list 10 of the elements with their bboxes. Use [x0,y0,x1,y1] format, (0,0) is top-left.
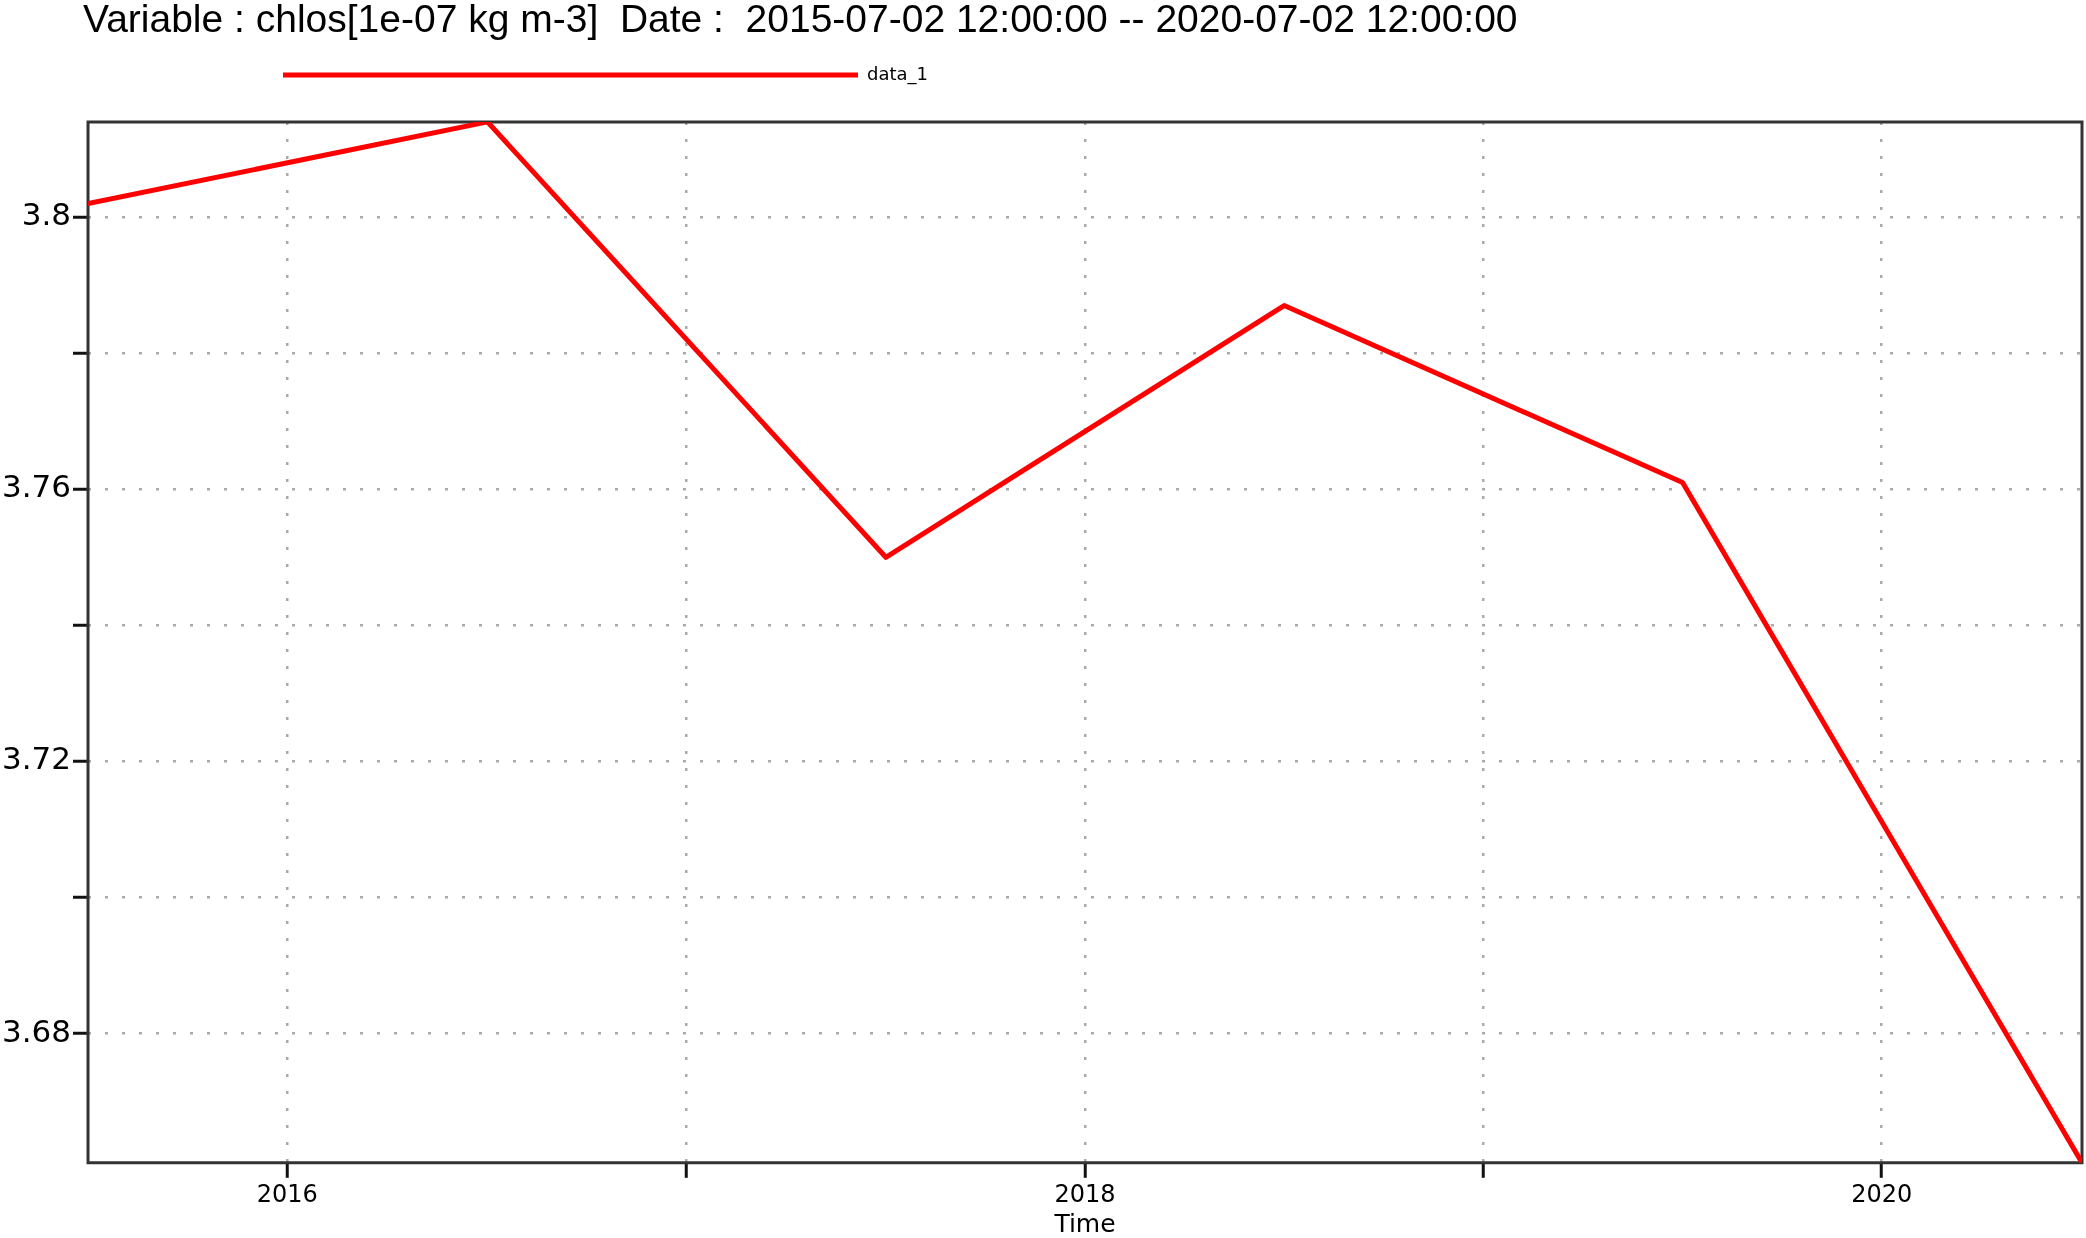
y-tick-label: 3.72 [1,740,72,777]
x-tick-label: 2016 [256,1179,318,1208]
chart-title: Variable : chlos[1e-07 kg m-3] Date : 2015-07-02 12:00:00 -- 2020-07-02 12:00:00 [83,0,1518,41]
text: data_1 [867,62,929,85]
y-tick-label: 3.68 [1,1012,72,1049]
y-tick-label: 3.76 [1,468,72,505]
x-tick-label: 2020 [1851,1179,1913,1208]
x-axis-title: Time [1053,1209,1116,1238]
y-tick-label: 3.8 [21,196,72,233]
x-tick-label: 2018 [1054,1179,1116,1208]
